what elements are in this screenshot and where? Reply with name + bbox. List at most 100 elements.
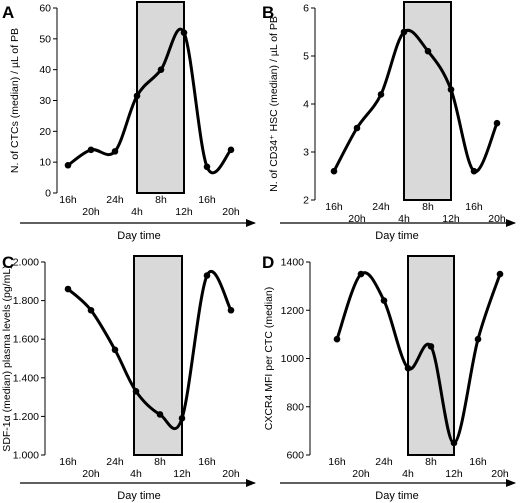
shaded-interval-c xyxy=(133,255,183,456)
data-point-b xyxy=(470,167,478,175)
y-axis-title-b: N. of CD34⁺ HSC (median) / µL of PB xyxy=(268,16,280,192)
x-tick-label-b: 8h xyxy=(422,201,434,213)
x-tick-label-a: 20h xyxy=(82,206,100,218)
y-tick-label-c: 1.200 xyxy=(13,411,39,423)
panel-a: A 0 10 20 30 40 50 60 N. of CTCs (median) / µL o… xyxy=(2,1,256,242)
y-tick-label-a: 20 xyxy=(39,126,51,138)
y-tick-label-b: 4 xyxy=(303,99,309,111)
panel-d: D 600 800 1000 1200 1400 CXCR4 MFI per CTC (me… xyxy=(262,253,516,502)
x-tick-label-a: 4h xyxy=(131,206,143,218)
x-tick-label-d: 20h xyxy=(352,468,370,480)
data-point-c xyxy=(132,388,140,395)
y-tick-label-d: 1200 xyxy=(281,305,305,317)
data-point-d xyxy=(333,335,341,343)
data-point-a xyxy=(227,146,235,154)
data-point-b xyxy=(424,47,432,55)
x-axis-title-d: Day time xyxy=(375,490,418,502)
x-tick-label-b: 24h xyxy=(372,201,390,213)
y-tick-label-a: 0 xyxy=(45,188,51,200)
y-tick-label-d: 800 xyxy=(286,401,304,413)
panel-b: B 2 3 4 5 6 N. of CD34⁺ HSC (median) / µL of P… xyxy=(262,1,516,242)
data-point-d xyxy=(404,364,412,372)
x-axis-title-a: Day time xyxy=(117,230,160,242)
x-tick-label-b: 12h xyxy=(442,213,460,225)
x-tick-label-a: 16h xyxy=(198,194,216,206)
series-line-a xyxy=(67,27,233,175)
data-point-c xyxy=(203,272,211,279)
data-point-c xyxy=(64,285,72,293)
data-point-c xyxy=(227,306,235,314)
data-point-a xyxy=(111,148,119,155)
x-tick-label-a: 12h xyxy=(175,206,193,218)
x-tick-label-d: 8h xyxy=(425,456,437,468)
data-point-c xyxy=(111,346,119,354)
y-axis-title-a: N. of CTCs (median) / µL of PB xyxy=(9,28,21,173)
y-tick-label-c: 2.000 xyxy=(13,257,39,269)
x-tick-label-d: 24h xyxy=(375,456,393,468)
data-point-d xyxy=(496,270,504,278)
x-tick-label-c: 16h xyxy=(59,456,77,468)
y-tick-label-b: 5 xyxy=(303,51,309,63)
x-tick-label-b: 16h xyxy=(465,201,483,213)
x-tick-label-c: 24h xyxy=(106,456,124,468)
x-tick-label-c: 16h xyxy=(198,456,216,468)
x-tick-label-d: 16h xyxy=(469,456,487,468)
y-tick-label-a: 10 xyxy=(39,157,51,169)
shaded-interval-b xyxy=(403,1,452,201)
data-point-c xyxy=(156,411,164,418)
data-point-b xyxy=(400,28,408,36)
data-point-b xyxy=(377,91,385,98)
x-tick-label-a: 16h xyxy=(59,194,77,206)
y-tick-label-b: 3 xyxy=(303,147,309,159)
x-tick-label-b: 16h xyxy=(325,201,343,213)
series-line-c xyxy=(66,270,233,430)
y-tick-label-b: 6 xyxy=(303,3,309,15)
data-point-b xyxy=(330,167,338,175)
x-tick-label-a: 24h xyxy=(106,194,124,206)
y-tick-label-c: 1.800 xyxy=(13,295,39,307)
x-tick-label-b: 4h xyxy=(398,213,410,225)
data-point-c xyxy=(178,415,186,422)
y-tick-label-d: 600 xyxy=(286,450,304,462)
data-point-a xyxy=(87,146,95,154)
panel-letter-d: D xyxy=(262,253,274,272)
data-point-a xyxy=(203,163,211,171)
series-line-d xyxy=(335,271,502,445)
data-point-d xyxy=(380,297,388,304)
data-point-a xyxy=(157,66,165,73)
x-tick-label-b: 20h xyxy=(348,213,366,225)
y-tick-label-a: 50 xyxy=(39,33,51,45)
data-point-d xyxy=(357,270,365,278)
x-axis-title-c: Day time xyxy=(117,490,160,502)
x-tick-label-b: 20h xyxy=(488,213,506,225)
x-tick-label-a: 20h xyxy=(222,206,240,218)
x-tick-label-a: 8h xyxy=(155,194,167,206)
data-point-c xyxy=(87,306,95,314)
data-point-a xyxy=(180,29,188,36)
y-tick-label-c: 1.600 xyxy=(13,334,39,346)
x-tick-label-c: 20h xyxy=(82,468,100,480)
data-point-b xyxy=(493,119,501,127)
y-tick-label-c: 1.000 xyxy=(13,450,39,462)
data-point-d xyxy=(474,335,482,343)
y-tick-label-b: 2 xyxy=(303,195,309,207)
panel-letter-b: B xyxy=(262,3,274,22)
y-tick-label-c: 1.400 xyxy=(13,372,39,384)
y-axis-title-c: SDF-1α (median) plasma levels (pg/mL) xyxy=(1,265,13,451)
panel-letter-a: A xyxy=(2,3,14,22)
y-tick-label-d: 1000 xyxy=(281,353,305,365)
x-tick-label-d: 16h xyxy=(328,456,346,468)
x-tick-label-c: 12h xyxy=(173,468,191,480)
data-point-d xyxy=(427,343,435,350)
data-point-b xyxy=(353,124,361,132)
data-point-d xyxy=(450,439,458,447)
data-point-b xyxy=(447,86,455,93)
data-point-a xyxy=(64,161,72,169)
x-tick-label-c: 4h xyxy=(130,468,142,480)
y-tick-label-d: 1400 xyxy=(281,257,305,269)
x-axis-title-b: Day time xyxy=(375,230,418,242)
x-tick-label-d: 4h xyxy=(402,468,414,480)
panel-letter-c: C xyxy=(2,253,14,272)
